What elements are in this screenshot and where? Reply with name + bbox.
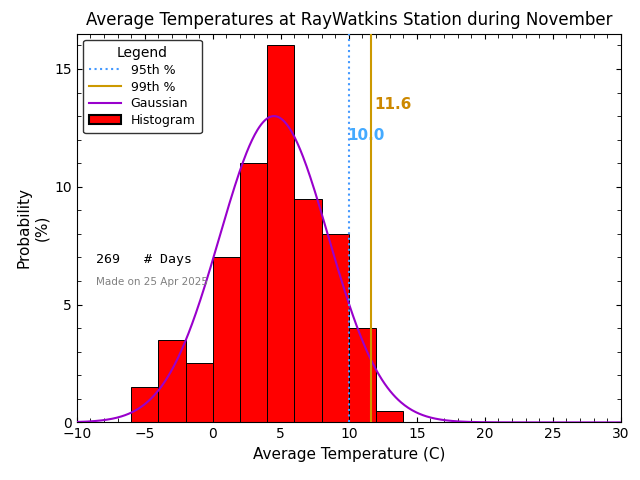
Text: Made on 25 Apr 2025: Made on 25 Apr 2025 [96,276,208,287]
Legend: 95th %, 99th %, Gaussian, Histogram: 95th %, 99th %, Gaussian, Histogram [83,40,202,133]
Bar [212,257,240,422]
Text: 11.6: 11.6 [374,97,412,112]
Title: Average Temperatures at RayWatkins Station during November: Average Temperatures at RayWatkins Stati… [86,11,612,29]
Bar [294,199,322,422]
Bar [376,410,403,422]
Bar [159,340,186,422]
Bar [240,163,268,422]
Text: 10.0: 10.0 [348,128,385,143]
X-axis label: Average Temperature (C): Average Temperature (C) [253,447,445,462]
Bar [322,234,349,422]
Text: 269   # Days: 269 # Days [96,253,192,266]
Y-axis label: Probability
(%): Probability (%) [17,188,49,268]
Bar [186,363,212,422]
Bar [268,46,294,422]
Bar [131,387,158,422]
Bar [349,328,376,422]
